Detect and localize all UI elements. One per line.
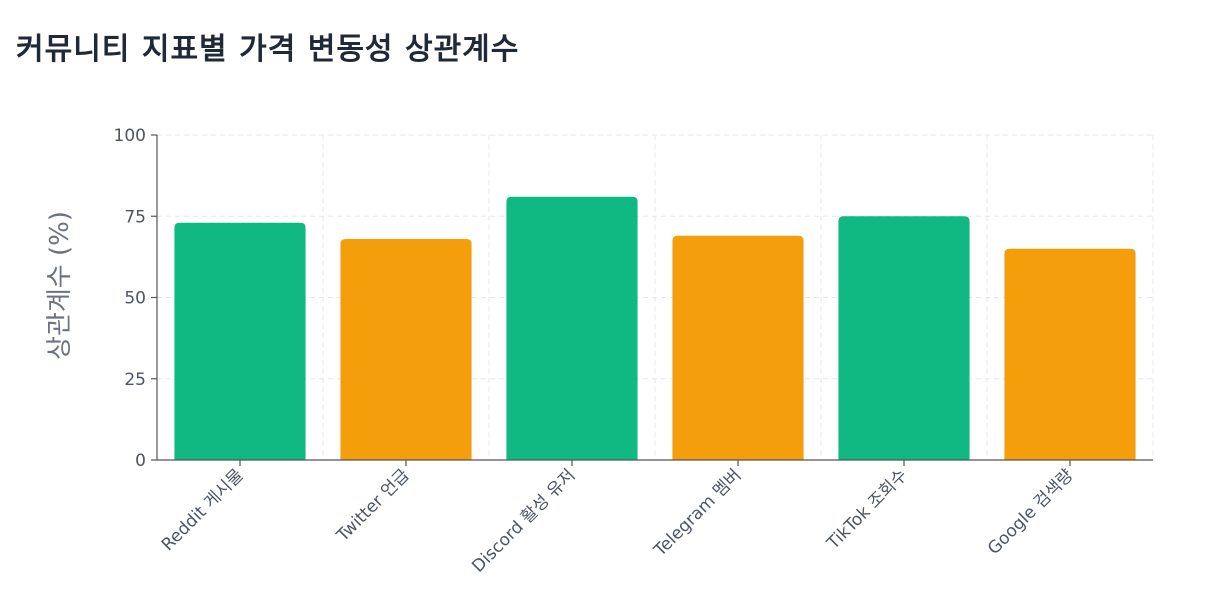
gridlines: [157, 134, 1154, 460]
bar: [1004, 248, 1136, 460]
bar: [672, 235, 804, 460]
x-tick-label: Reddit 게시물: [158, 465, 248, 555]
y-tick-label: 50: [124, 289, 146, 309]
axes: [151, 134, 1153, 466]
x-tick-labels: Reddit 게시물 Twitter 언급 Discord 활성 유저 Telegra…: [158, 465, 1078, 576]
y-tick-label: 100: [114, 126, 146, 146]
x-tick-label: Google 검색량: [984, 465, 1078, 559]
bar: [340, 239, 472, 460]
bars: [174, 196, 1136, 460]
bar: [506, 196, 638, 460]
y-tick-label: 75: [124, 207, 146, 227]
y-tick-labels: 0 25 50 75 100: [114, 126, 146, 471]
bar: [174, 222, 306, 460]
y-tick-label: 0: [135, 451, 146, 471]
x-tick-label: TikTok 조회수: [823, 465, 912, 554]
chart-title: 커뮤니티 지표별 가격 변동성 상관계수: [16, 32, 520, 67]
y-tick-label: 25: [124, 370, 146, 390]
x-tick-label: Discord 활성 유저: [468, 465, 579, 576]
y-axis-title: 상관계수 (%): [45, 211, 75, 360]
x-tick-label: Twitter 언급: [332, 465, 413, 546]
bar: [838, 216, 970, 460]
x-tick-label: Telegram 멤버: [650, 465, 746, 561]
